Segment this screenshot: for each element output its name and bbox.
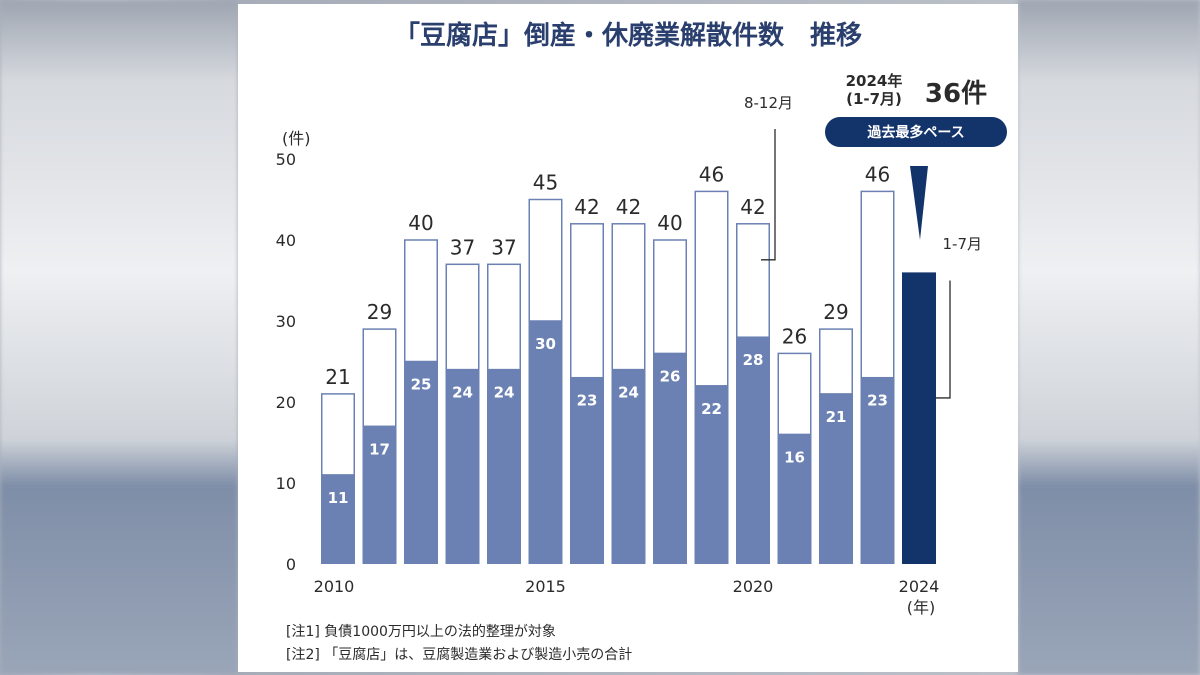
bar-value-jan-jul: 24 bbox=[452, 384, 473, 402]
bar-segment-aug-dec bbox=[694, 190, 729, 387]
bar-segment-aug-dec bbox=[321, 393, 355, 476]
x-axis: 2010 2015 2020 2024 bbox=[314, 577, 940, 596]
bar-value-jan-jul: 24 bbox=[494, 384, 515, 402]
bar-segment-jan-jul bbox=[860, 377, 895, 564]
chart-title: 「豆腐店」倒産・休廃業解散件数 推移 bbox=[394, 20, 862, 51]
bar-total-label: 42 bbox=[574, 195, 599, 219]
bar-total-label: 21 bbox=[325, 365, 350, 389]
y-tick-label: 0 bbox=[286, 555, 296, 574]
bar-segment-jan-jul bbox=[819, 393, 853, 564]
bar-segment-aug-dec bbox=[819, 328, 853, 395]
bar-value-jan-jul: 21 bbox=[826, 408, 847, 426]
bar-segment-jan-jul bbox=[487, 369, 521, 564]
background-right bbox=[1018, 0, 1200, 675]
bar-segment-jan-jul bbox=[736, 337, 770, 564]
y-tick-label: 10 bbox=[276, 474, 296, 493]
bar-value-jan-jul: 11 bbox=[328, 489, 349, 507]
highlight-year-label: 2024年 bbox=[846, 72, 903, 90]
bar-segment-jan-jul bbox=[694, 385, 729, 564]
y-tick-label: 50 bbox=[276, 150, 296, 169]
y-axis-unit-label: (件) bbox=[282, 129, 311, 148]
bar-total-label: 29 bbox=[823, 300, 848, 324]
y-tick-label: 40 bbox=[276, 231, 296, 250]
bar-value-jan-jul: 24 bbox=[618, 384, 639, 402]
callout-aug-dec-label: 8-12月 bbox=[744, 94, 793, 112]
x-tick-label: 2010 bbox=[314, 577, 355, 596]
callout-aug-dec-line bbox=[761, 129, 776, 261]
bar-2024-jan-jul bbox=[902, 272, 936, 564]
bar-total-label: 37 bbox=[491, 235, 516, 259]
bar-value-jan-jul: 25 bbox=[411, 376, 432, 394]
highlight-count: 36件 bbox=[925, 79, 987, 109]
record-pace-badge bbox=[825, 117, 1007, 147]
bar-segment-aug-dec bbox=[860, 190, 895, 379]
callout-jan-jul-label: 1-7月 bbox=[943, 235, 983, 253]
highlight-period-label: (1-7月) bbox=[846, 90, 902, 108]
bar-segment-aug-dec bbox=[445, 263, 480, 371]
bar-segment-jan-jul bbox=[611, 369, 646, 564]
bar-segment-jan-jul bbox=[777, 434, 812, 564]
note-2: [注2] 「豆腐店」は、豆腐製造業および製造小売の合計 bbox=[286, 646, 632, 663]
bar-segment-aug-dec bbox=[570, 223, 604, 379]
bar-segment-jan-jul bbox=[321, 474, 355, 564]
callout-jan-jul-line bbox=[936, 280, 951, 399]
x-tick-label: 2020 bbox=[733, 577, 774, 596]
y-tick-label: 20 bbox=[276, 393, 296, 412]
bar-segment-aug-dec bbox=[777, 352, 812, 436]
y-axis: 0 10 20 30 40 50 bbox=[276, 150, 296, 574]
bar-value-jan-jul: 30 bbox=[535, 335, 556, 353]
y-tick-label: 30 bbox=[276, 312, 296, 331]
bar-total-label: 40 bbox=[408, 211, 433, 235]
bar-value-jan-jul: 28 bbox=[743, 351, 764, 369]
bar-total-label: 42 bbox=[616, 195, 641, 219]
bar-value-jan-jul: 22 bbox=[701, 400, 722, 418]
bar-value-jan-jul: 16 bbox=[784, 448, 805, 466]
bar-segment-jan-jul bbox=[445, 369, 480, 564]
bar-segment-jan-jul bbox=[653, 353, 687, 564]
bar-value-jan-jul: 23 bbox=[577, 392, 598, 410]
note-1: [注1] 負債1000万円以上の法的整理が対象 bbox=[286, 624, 556, 640]
bar-segment-aug-dec bbox=[487, 263, 521, 371]
x-tick-label: 2015 bbox=[525, 577, 566, 596]
bar-segment-aug-dec bbox=[611, 223, 646, 371]
bar-segment-jan-jul bbox=[528, 321, 563, 564]
bar-total-label: 37 bbox=[450, 235, 475, 259]
record-pace-badge-text: 過去最多ペース bbox=[866, 124, 964, 141]
bar-segment-jan-jul bbox=[362, 426, 397, 564]
bar-segment-aug-dec bbox=[653, 239, 687, 355]
bar-segment-aug-dec bbox=[404, 239, 438, 363]
badge-pointer-icon bbox=[910, 166, 928, 240]
bar-segment-jan-jul bbox=[404, 361, 438, 564]
bar-segment-jan-jul bbox=[570, 377, 604, 564]
bar-total-label: 46 bbox=[699, 162, 724, 186]
chart-card: 「豆腐店」倒産・休廃業解散件数 推移 (件) 0 10 20 30 40 50 11 21 1… bbox=[238, 4, 1018, 672]
bar-segment-aug-dec bbox=[528, 198, 563, 322]
bar-total-label: 46 bbox=[865, 162, 890, 186]
background-left bbox=[0, 0, 238, 675]
bar-value-jan-jul: 23 bbox=[867, 392, 888, 410]
bar-segment-aug-dec bbox=[736, 223, 770, 338]
bars: 11 21 17 29 25 40 24 37 24 37 30 45 23 42 24 42 26 40 22 46… bbox=[321, 162, 936, 564]
x-axis-unit-label: (年) bbox=[907, 598, 936, 617]
bar-total-label: 29 bbox=[367, 300, 392, 324]
bar-total-label: 26 bbox=[782, 324, 807, 348]
bar-value-jan-jul: 26 bbox=[660, 367, 681, 385]
bar-total-label: 42 bbox=[740, 195, 765, 219]
bar-segment-aug-dec bbox=[362, 328, 397, 428]
x-tick-label: 2024 bbox=[899, 577, 940, 596]
bar-value-jan-jul: 17 bbox=[369, 440, 390, 458]
bar-total-label: 40 bbox=[657, 211, 682, 235]
bar-total-label: 45 bbox=[533, 171, 558, 195]
